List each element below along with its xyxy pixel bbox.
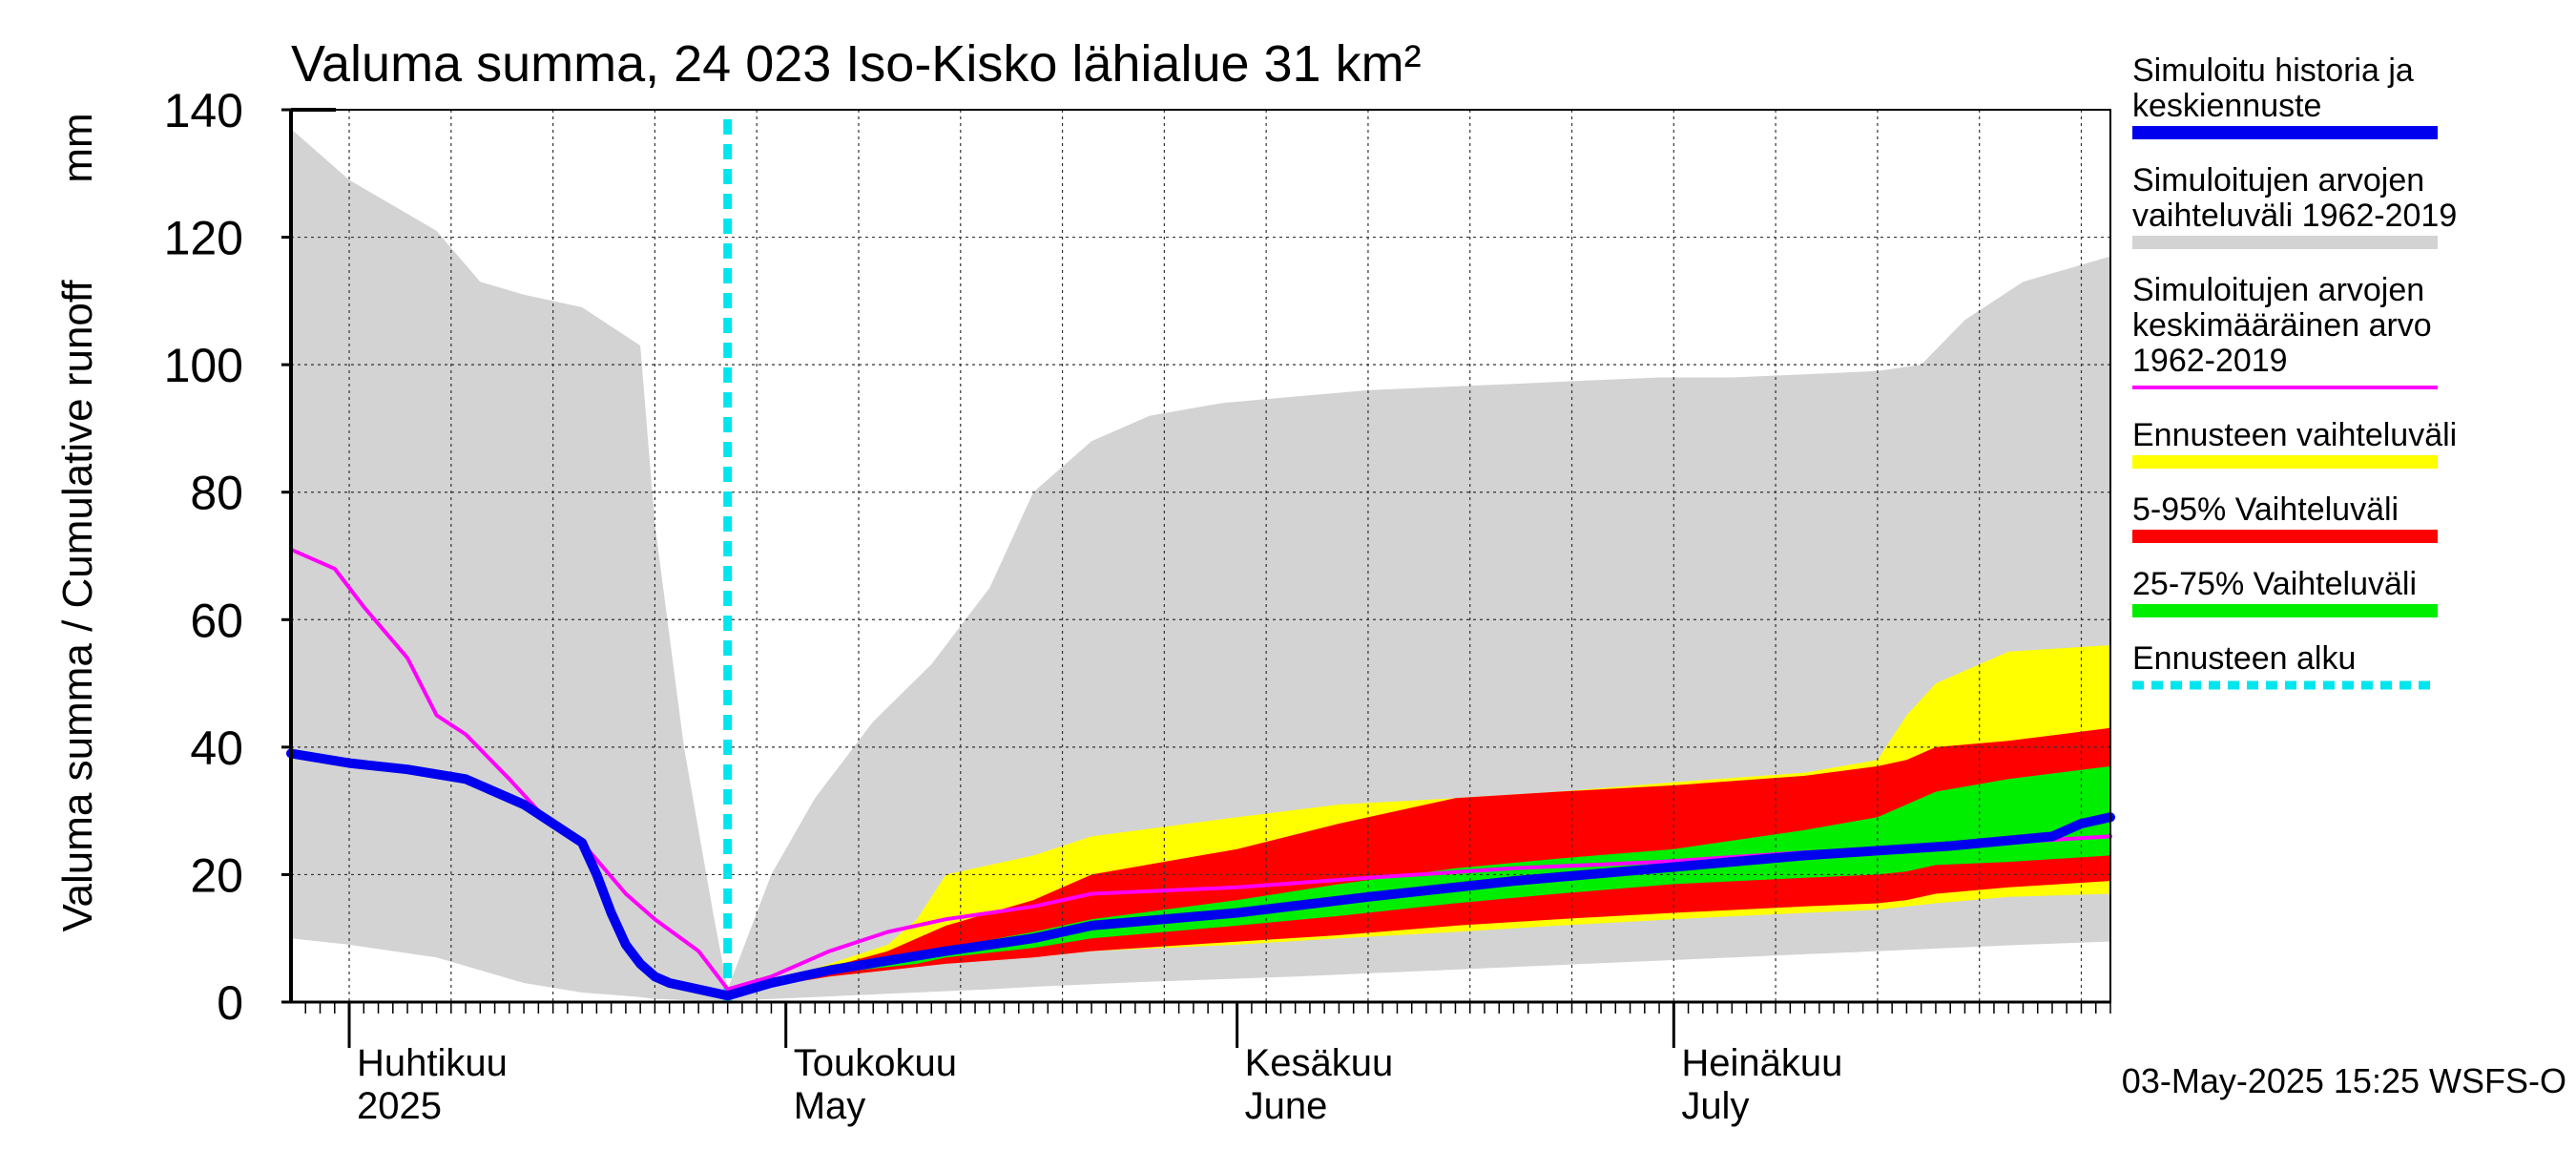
y-tick-label: 120 [164, 212, 243, 265]
x-month-label: Kesäkuu [1245, 1042, 1394, 1084]
y-tick-label: 40 [190, 721, 243, 775]
x-month-sublabel: May [794, 1085, 866, 1127]
x-month-label: Heinäkuu [1681, 1042, 1842, 1084]
line-layer [286, 547, 2115, 1001]
legend-label: keskimääräinen arvo [2132, 307, 2432, 344]
legend-label: 5-95% Vaihteluväli [2132, 491, 2399, 528]
y-axis-unit: mm [54, 113, 101, 182]
band-simuloitujen-arvojen-vaihteluv-li-1962-2019 [291, 129, 2110, 1001]
legend-label: 1962-2019 [2132, 343, 2288, 379]
line-simuloitu-historia-ja-keskiennuste [286, 748, 2115, 1001]
y-tick-label: 20 [190, 848, 243, 902]
footer-timestamp: 03-May-2025 15:25 WSFS-O [2122, 1061, 2566, 1100]
x-month-label: Huhtikuu [357, 1042, 508, 1084]
legend-label: 25-75% Vaihteluväli [2132, 566, 2417, 602]
y-tick-label: 140 [164, 84, 243, 137]
y-tick-label: 0 [217, 976, 243, 1030]
band-layer [291, 129, 2111, 1001]
x-month-sublabel: 2025 [357, 1085, 442, 1127]
band-25-75-vaihteluv-li [727, 765, 2111, 996]
y-tick-label: 100 [164, 339, 243, 392]
legend-label: Ennusteen alku [2132, 640, 2356, 677]
legend-label: vaihteluväli 1962-2019 [2132, 198, 2457, 234]
x-month-sublabel: June [1245, 1085, 1328, 1127]
line-simuloitujen-arvojen-keskim-r-inen-arvo-1962-2019 [289, 547, 2112, 992]
y-tick-label: 60 [190, 594, 243, 647]
legend-label: Simuloitujen arvojen [2132, 272, 2424, 308]
legend-label: Simuloitu historia ja [2132, 52, 2414, 89]
chart-title: Valuma summa, 24 023 Iso-Kisko lähialue … [291, 35, 1422, 93]
x-month-sublabel: July [1681, 1085, 1749, 1127]
legend-label: keskiennuste [2132, 88, 2321, 124]
legend-label: Ennusteen vaihteluväli [2132, 417, 2457, 453]
legend-label: Simuloitujen arvojen [2132, 162, 2424, 199]
y-tick-label: 80 [190, 467, 243, 520]
y-axis-label: Valuma summa / Cumulative runoff [54, 280, 101, 932]
x-month-label: Toukokuu [794, 1042, 957, 1084]
